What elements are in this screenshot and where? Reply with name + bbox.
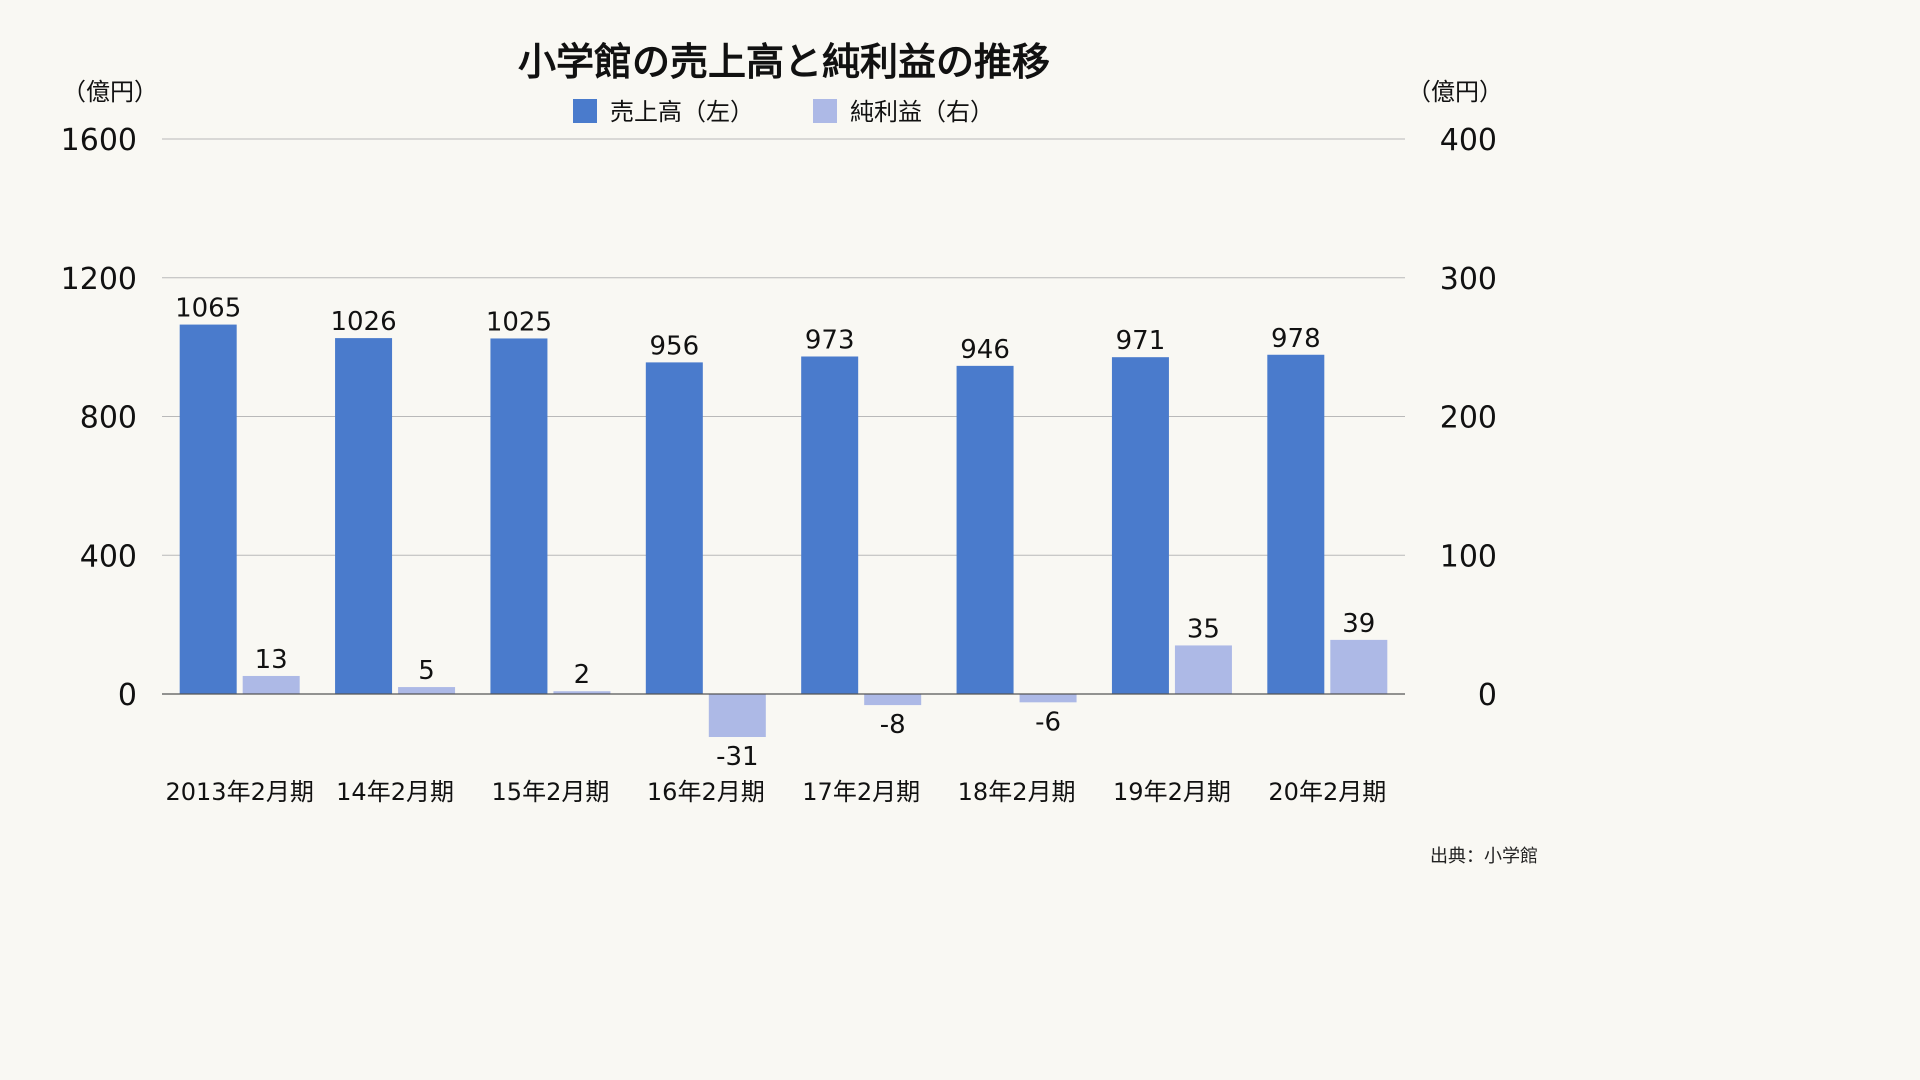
sales-bar [1111,357,1169,694]
net-income-value-label: 35 [1187,614,1220,644]
right-tick-label: 0 [1478,678,1497,713]
sales-value-label: 956 [649,331,699,361]
legend-label-net-income: 純利益（右） [850,98,994,126]
sales-value-label: 971 [1116,326,1166,356]
category-label: 15年2月期 [492,778,610,806]
left-tick-label: 800 [80,401,137,436]
left-tick-label: 0 [118,678,137,713]
sales-bar [1267,354,1325,694]
sales-value-label: 1025 [486,307,552,337]
legend-swatch-net-income [813,99,837,123]
net-income-bar [553,691,611,694]
source-note: 出典：小学館 [1430,846,1538,867]
right-tick-label: 100 [1440,539,1497,574]
left-tick-label: 1600 [61,123,137,158]
net-income-bar [1174,645,1232,694]
sales-value-label: 1065 [175,294,241,324]
sales-bar [490,338,548,694]
right-axis-unit: （億円） [1407,78,1503,106]
labels-layer: 1065 13 2013年2月期 1026 5 14年2月期 1025 2 15年2月期 956 -… [162,294,1405,806]
net-income-bar [1019,694,1077,703]
sales-value-label: 978 [1271,324,1321,354]
category-label: 20年2月期 [1268,778,1386,806]
right-tick-label: 300 [1440,262,1497,297]
net-income-value-label: -6 [1035,707,1061,737]
sales-value-label: 973 [805,325,855,355]
category-label: 18年2月期 [958,778,1076,806]
bars-layer [179,324,1388,738]
sales-bar [335,338,393,694]
net-income-value-label: 2 [574,660,591,690]
net-income-value-label: -31 [716,742,758,772]
sales-value-label: 1026 [330,307,396,337]
net-income-bar [398,687,456,694]
legend-swatch-sales [573,99,597,123]
chart-title: 小学館の売上高と純利益の推移 [518,40,1050,84]
net-income-bar [1330,639,1388,694]
net-income-bar [864,694,922,706]
sales-bar [956,365,1014,694]
net-income-value-label: 13 [255,645,288,675]
net-income-value-label: -8 [880,710,906,740]
chart-root: 0 0 400 100 800 200 1200 300 1600 400 1065 13 2013年… [61,40,1538,867]
legend: 売上高（左） 純利益（右） [573,98,994,126]
net-income-value-label: 39 [1342,609,1375,639]
sales-bar [801,356,859,694]
category-label: 16年2月期 [647,778,765,806]
sales-value-label: 946 [960,335,1010,365]
net-income-bar [708,694,766,738]
category-label: 2013年2月期 [166,778,314,806]
combo-bar-chart: 0 0 400 100 800 200 1200 300 1600 400 1065 13 2013年… [61,40,1538,867]
category-label: 19年2月期 [1113,778,1231,806]
grid-layer: 0 0 400 100 800 200 1200 300 1600 400 [61,123,1497,713]
left-axis-unit: （億円） [62,78,158,106]
sales-bar [645,362,703,694]
legend-label-sales: 売上高（左） [610,98,754,126]
net-income-bar [242,675,300,694]
category-label: 14年2月期 [336,778,454,806]
category-label: 17年2月期 [802,778,920,806]
left-tick-label: 400 [80,539,137,574]
net-income-value-label: 5 [418,656,435,686]
right-tick-label: 200 [1440,401,1497,436]
right-tick-label: 400 [1440,123,1497,158]
sales-bar [179,324,237,694]
left-tick-label: 1200 [61,262,137,297]
